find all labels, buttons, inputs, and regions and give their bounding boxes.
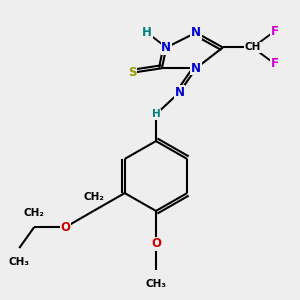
Text: N: N	[191, 62, 201, 75]
Text: O: O	[151, 237, 161, 250]
Text: F: F	[271, 25, 279, 38]
Text: CH: CH	[244, 43, 261, 52]
Text: H: H	[142, 26, 152, 39]
Text: CH₂: CH₂	[83, 192, 104, 202]
Text: CH₃: CH₃	[9, 257, 30, 267]
Text: H: H	[152, 109, 160, 119]
Text: N: N	[191, 26, 201, 39]
Text: CH₃: CH₃	[146, 279, 167, 289]
Text: F: F	[271, 57, 279, 70]
Text: O: O	[60, 221, 70, 234]
Text: S: S	[128, 66, 136, 79]
Text: N: N	[175, 85, 185, 98]
Text: N: N	[161, 41, 171, 54]
Text: CH₂: CH₂	[24, 208, 44, 218]
